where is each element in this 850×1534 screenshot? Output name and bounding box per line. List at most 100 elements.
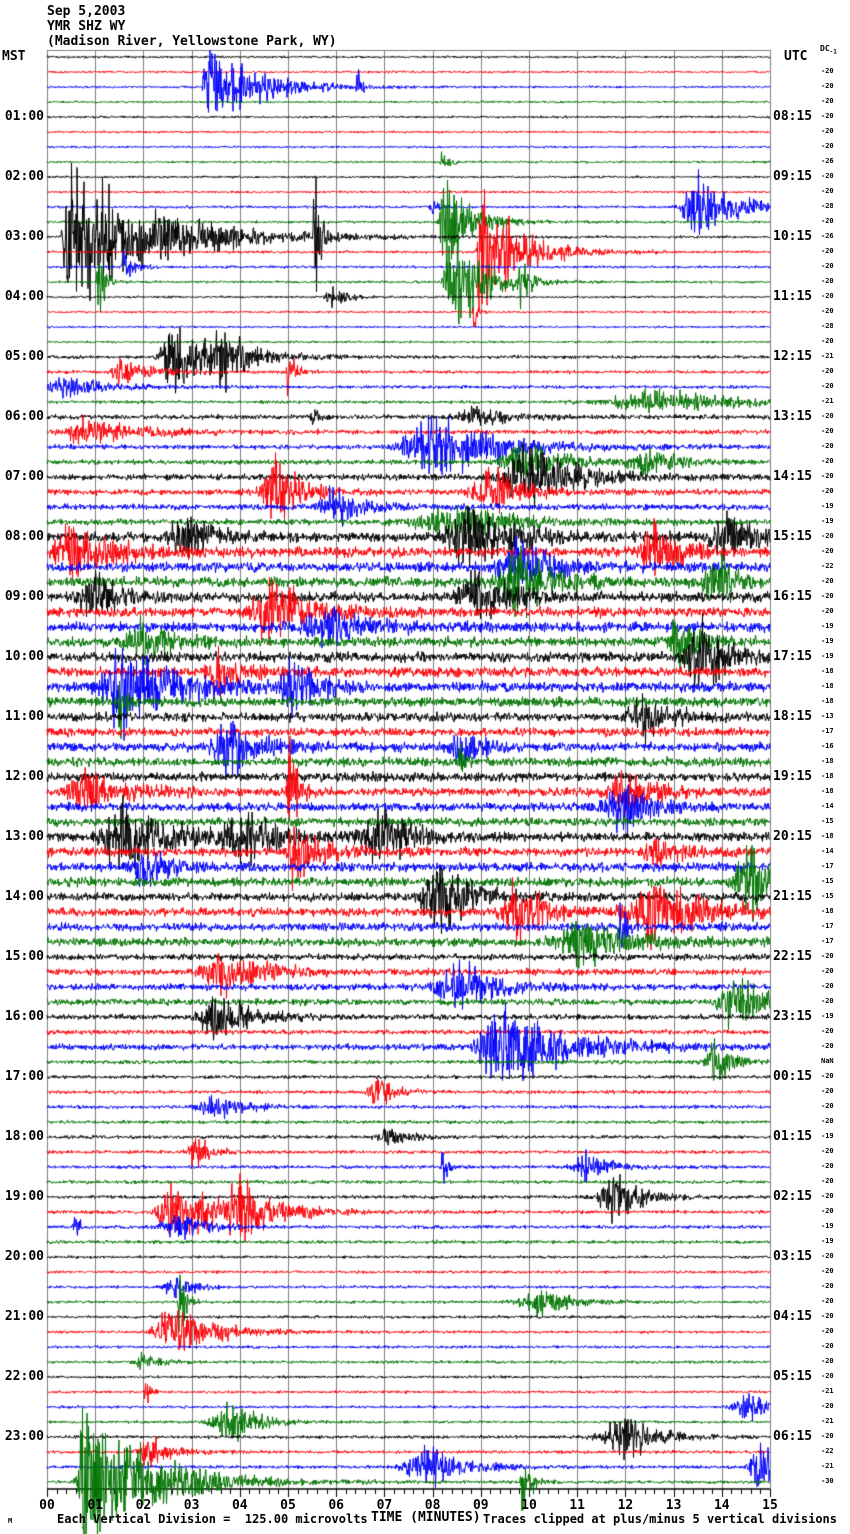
mst-hour-label: 02:00 — [4, 169, 44, 184]
dc-offset-value: -18 — [821, 772, 834, 780]
mst-hour-label: 06:00 — [4, 409, 44, 424]
utc-hour-label: 12:15 — [773, 349, 813, 364]
dc-offset-value: -20 — [821, 1252, 834, 1260]
utc-hour-label: 17:15 — [773, 649, 813, 664]
utc-hour-label: 05:15 — [773, 1369, 813, 1384]
dc-offset-value: -17 — [821, 922, 834, 930]
dc-offset-value: -19 — [821, 1222, 834, 1230]
dc-offset-value: -15 — [821, 892, 834, 900]
station-title: YMR SHZ WY — [47, 19, 126, 34]
dc-offset-value: -13 — [821, 712, 834, 720]
utc-hour-label: 18:15 — [773, 709, 813, 724]
dc-offset-value: -20 — [821, 442, 834, 450]
x-axis-title: TIME (MINUTES) — [371, 1510, 481, 1525]
dc-offset-value: -20 — [821, 1357, 834, 1365]
x-tick-label: 06 — [328, 1498, 345, 1513]
dc-offset-value: -15 — [821, 817, 834, 825]
scale-note: Each Vertical Division = 125.00 microvol… — [57, 1512, 368, 1526]
dc-offset-value: -19 — [821, 622, 834, 630]
dc-offset-value: -20 — [821, 1432, 834, 1440]
mst-hour-label: 11:00 — [4, 709, 44, 724]
dc-offset-value: -18 — [821, 682, 834, 690]
dc-offset-header: DC-1 — [820, 45, 837, 56]
mst-hour-label: 21:00 — [4, 1309, 44, 1324]
dc-offset-value: -20 — [821, 412, 834, 420]
dc-offset-value: -21 — [821, 397, 834, 405]
utc-hour-label: 22:15 — [773, 949, 813, 964]
location-title: (Madison River, Yellowstone Park, WY) — [47, 34, 337, 49]
dc-offset-value: -20 — [821, 82, 834, 90]
dc-header-subscript: -1 — [829, 48, 837, 56]
utc-hour-label: 09:15 — [773, 169, 813, 184]
dc-offset-value: -19 — [821, 517, 834, 525]
dc-offset-value: -20 — [821, 577, 834, 585]
x-tick-label: 01 — [87, 1498, 104, 1513]
utc-hour-label: 19:15 — [773, 769, 813, 784]
clip-note: Traces clipped at plus/minus 5 vertical … — [483, 1512, 838, 1526]
x-tick-label: 03 — [183, 1498, 200, 1513]
dc-offset-value: -20 — [821, 1207, 834, 1215]
utc-hour-label: 03:15 — [773, 1249, 813, 1264]
x-tick-label: 14 — [713, 1498, 730, 1513]
dc-offset-value: -20 — [821, 1027, 834, 1035]
utc-hour-label: 16:15 — [773, 589, 813, 604]
utc-hour-label: 01:15 — [773, 1129, 813, 1144]
dc-offset-value: -19 — [821, 1012, 834, 1020]
utc-hour-label: 23:15 — [773, 1009, 813, 1024]
dc-offset-value: NaN — [821, 1057, 834, 1065]
x-tick-label: 00 — [39, 1498, 55, 1513]
dc-offset-value: -26 — [821, 157, 834, 165]
dc-offset-value: -19 — [821, 1237, 834, 1245]
mst-hour-label: 07:00 — [4, 469, 44, 484]
dc-offset-value: -18 — [821, 907, 834, 915]
dc-offset-value: -18 — [821, 697, 834, 705]
mst-hour-label: 10:00 — [4, 649, 44, 664]
dc-offset-value: -14 — [821, 847, 834, 855]
dc-offset-value: -14 — [821, 802, 834, 810]
dc-offset-value: -22 — [821, 1447, 834, 1455]
dc-offset-value: -21 — [821, 1417, 834, 1425]
dc-offset-value: -20 — [821, 592, 834, 600]
dc-offset-value: -20 — [821, 547, 834, 555]
dc-offset-value: -18 — [821, 787, 834, 795]
x-tick-label: 12 — [617, 1498, 634, 1513]
x-tick-label: 13 — [665, 1498, 682, 1513]
dc-offset-value: -20 — [821, 262, 834, 270]
dc-offset-value: -20 — [821, 1312, 834, 1320]
utc-hour-label: 00:15 — [773, 1069, 813, 1084]
x-tick-label: 04 — [231, 1498, 248, 1513]
mst-hour-label: 03:00 — [4, 229, 44, 244]
mst-hour-label: 09:00 — [4, 589, 44, 604]
dc-offset-value: -20 — [821, 187, 834, 195]
dc-offset-value: -20 — [821, 427, 834, 435]
mst-hour-label: 20:00 — [4, 1249, 44, 1264]
x-tick-label: 15 — [762, 1498, 778, 1513]
dc-offset-value: -20 — [821, 1102, 834, 1110]
mst-hour-label: 17:00 — [4, 1069, 44, 1084]
dc-offset-value: -20 — [821, 1282, 834, 1290]
dc-offset-value: -17 — [821, 937, 834, 945]
mst-hour-label: 18:00 — [4, 1129, 44, 1144]
dc-offset-value: -20 — [821, 532, 834, 540]
dc-offset-value: -20 — [821, 1042, 834, 1050]
dc-offset-value: -20 — [821, 982, 834, 990]
dc-offset-value: -30 — [821, 1477, 834, 1485]
dc-offset-value: -20 — [821, 172, 834, 180]
dc-offset-value: -20 — [821, 1342, 834, 1350]
dc-offset-value: -17 — [821, 862, 834, 870]
mst-hour-label: 16:00 — [4, 1009, 44, 1024]
x-tick-label: 07 — [376, 1498, 393, 1513]
dc-offset-value: -28 — [821, 202, 834, 210]
dc-offset-value: -28 — [821, 322, 834, 330]
dc-offset-value: -20 — [821, 67, 834, 75]
dc-offset-value: -20 — [821, 337, 834, 345]
dc-offset-value: -22 — [821, 562, 834, 570]
x-tick-label: 11 — [569, 1498, 586, 1513]
x-tick-label: 09 — [472, 1498, 489, 1513]
dc-offset-value: -20 — [821, 367, 834, 375]
dc-offset-value: -21 — [821, 1462, 834, 1470]
dc-offset-value: -26 — [821, 232, 834, 240]
mst-hour-label: 05:00 — [4, 349, 44, 364]
